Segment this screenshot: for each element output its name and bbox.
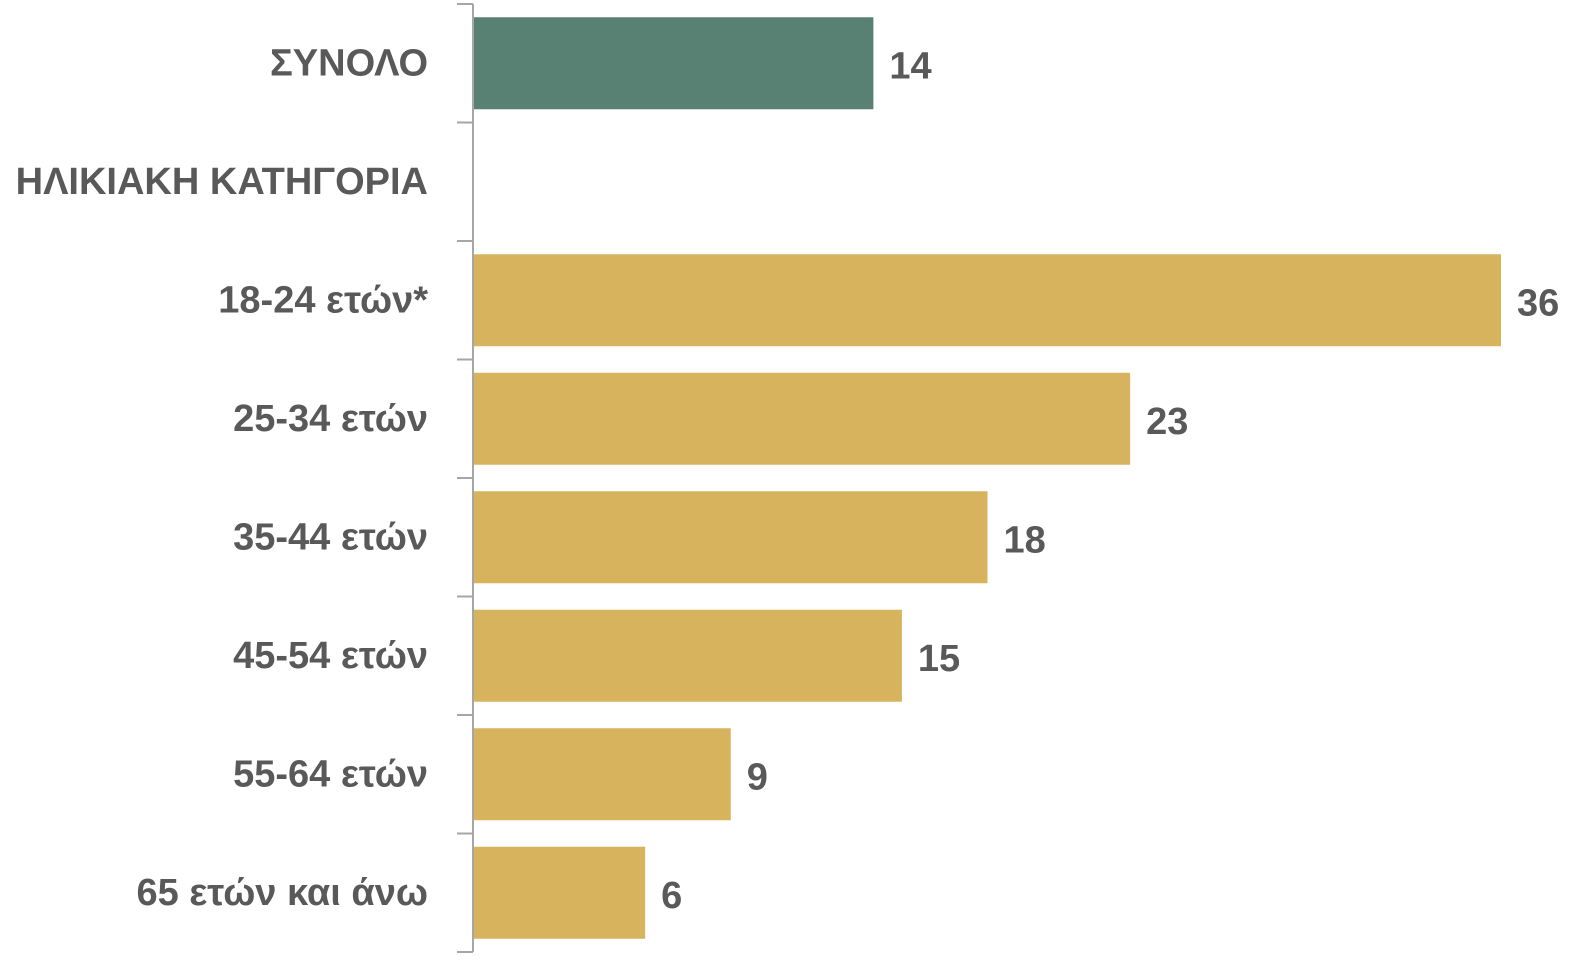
data-label: 6 [661, 875, 682, 917]
bar [474, 846, 646, 939]
category-label: ΣΥΝΟΛΟ [270, 42, 428, 84]
category-label: 25-34 ετών [233, 398, 428, 440]
category-label: 55-64 ετών [233, 753, 428, 795]
data-label: 15 [918, 638, 960, 680]
bar [474, 491, 988, 584]
category-axis [457, 3, 474, 953]
data-label: 9 [747, 756, 768, 798]
data-label: 14 [889, 45, 931, 87]
category-label: 35-44 ετών [233, 516, 428, 558]
bar [474, 17, 874, 110]
bar [474, 728, 731, 821]
data-label: 23 [1146, 401, 1188, 443]
bars [474, 17, 1501, 939]
category-label: 65 ετών και άνω [136, 872, 428, 914]
category-labels: ΣΥΝΟΛΟ ΗΛΙΚΙΑΚΗ ΚΑΤΗΓΟΡΙΑ 18-24 ετών* 25-34… [16, 42, 429, 914]
data-labels: 14 36 23 18 15 9 6 [661, 45, 1559, 917]
data-label: 36 [1517, 282, 1559, 324]
category-label: 45-54 ετών [233, 635, 428, 677]
category-label: 18-24 ετών* [218, 279, 428, 321]
bar [474, 372, 1131, 465]
bar [474, 609, 902, 702]
data-label: 18 [1004, 519, 1046, 561]
category-label: ΗΛΙΚΙΑΚΗ ΚΑΤΗΓΟΡΙΑ [16, 161, 428, 203]
bar [474, 254, 1501, 347]
